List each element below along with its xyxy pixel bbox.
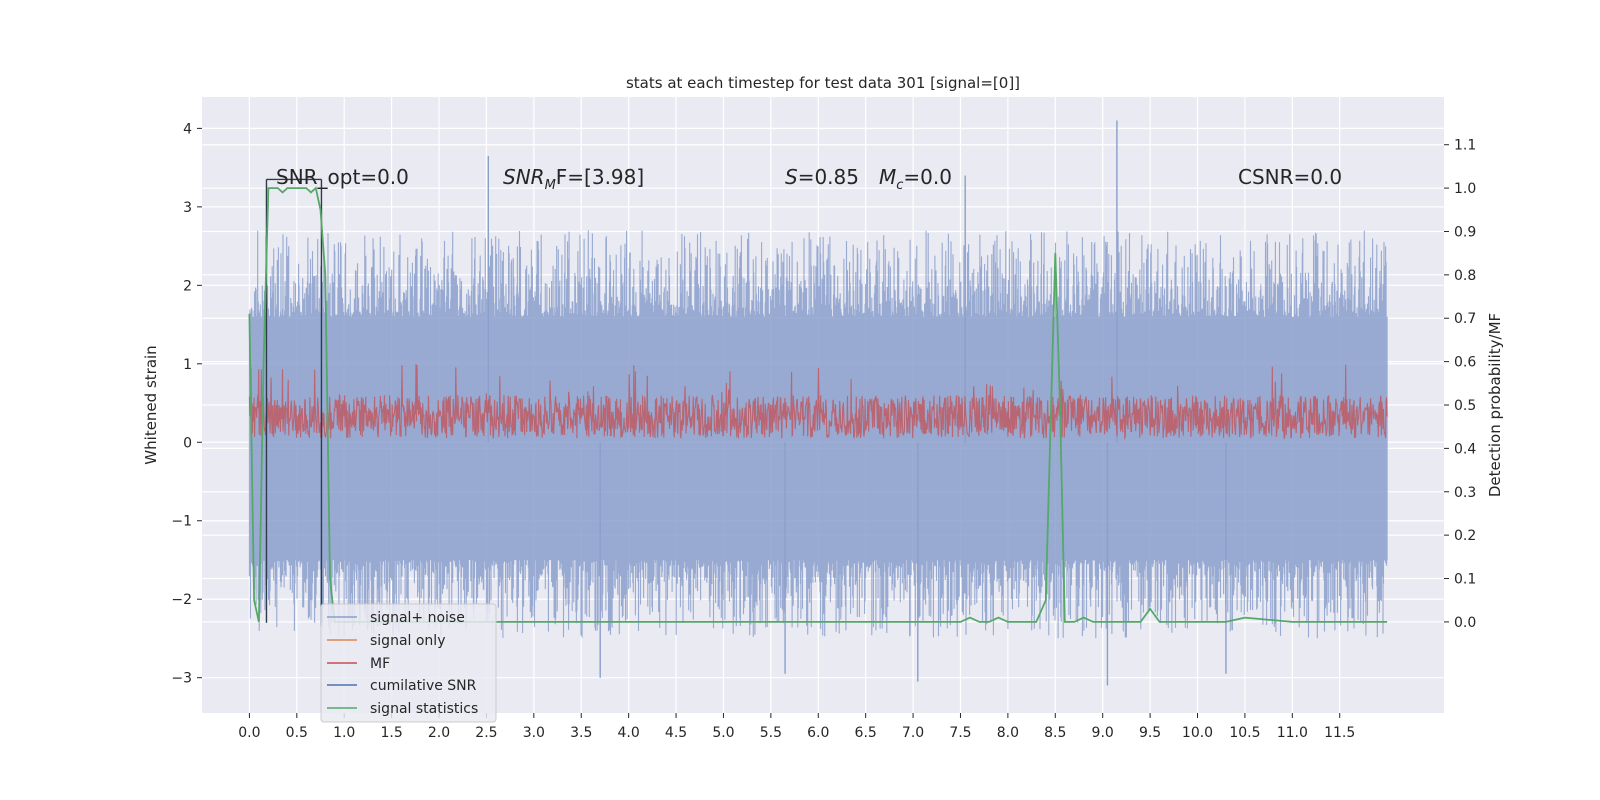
x-tick-label: 7.0 <box>902 725 924 741</box>
legend-label-mf: MF <box>370 656 390 672</box>
x-tick-label: 1.5 <box>380 725 402 741</box>
x-tick-label: 2.5 <box>475 725 497 741</box>
x-tick-label: 5.0 <box>712 725 734 741</box>
annotation-s: S=0.85 <box>785 165 859 189</box>
y2-tick-label: 0.6 <box>1454 355 1476 371</box>
annotation-mc-sym: M <box>879 165 896 189</box>
x-tick-label: 3.0 <box>523 725 545 741</box>
x-tick-label: 5.5 <box>760 725 782 741</box>
axes: 0.0 0.5 1.0 1.5 2.0 2.5 3.0 3.5 4.0 4.5 5.0 5.5 6.0 6… <box>171 121 1476 741</box>
annotation-snr-opt: SNR_opt=0.0 <box>276 165 409 189</box>
legend: signal+ noise signal only MF cumilative … <box>320 603 497 723</box>
series-signal-noise <box>248 230 1388 639</box>
y2-tick-label: 1.0 <box>1454 181 1476 197</box>
x-tick-label: 0.5 <box>286 725 308 741</box>
y2-tick-label: 0.0 <box>1454 615 1476 631</box>
legend-label-cumulative-snr: cumilative SNR <box>370 678 477 694</box>
legend-label-signal-noise: signal+ noise <box>370 610 465 626</box>
y2-tick-label: 1.1 <box>1454 138 1476 154</box>
y2-tick-label: 0.7 <box>1454 311 1476 327</box>
y2-tick-label: 0.1 <box>1454 572 1476 588</box>
y-tick-label: 4 <box>183 121 192 137</box>
y-axis-label: Whitened strain <box>142 345 160 464</box>
y2-tick-label: 0.3 <box>1454 485 1476 501</box>
x-tick-label: 8.5 <box>1044 725 1066 741</box>
x-tick-label: 6.5 <box>855 725 877 741</box>
x-tick-label: 1.0 <box>333 725 355 741</box>
y-tick-label: 0 <box>183 435 192 451</box>
y2-axis-label: Detection probability/MF <box>1486 313 1504 497</box>
annotation-s-sym: S <box>785 165 798 189</box>
y-tick-label: 1 <box>183 357 192 373</box>
annotation-snr-mf-sub: M <box>545 178 556 193</box>
annotation-snr-mf-main: SNR <box>503 165 545 189</box>
x-tick-label: 4.5 <box>665 725 687 741</box>
y-tick-label: 3 <box>183 200 192 216</box>
x-tick-label: 8.0 <box>997 725 1019 741</box>
legend-label-signal-only: signal only <box>370 633 445 649</box>
x-tick-label: 9.5 <box>1139 725 1161 741</box>
y2-tick-label: 0.2 <box>1454 528 1476 544</box>
annotation-csnr: CSNR=0.0 <box>1238 165 1342 189</box>
series-signal-statistics <box>248 186 1388 623</box>
x-tick-label: 2.0 <box>428 725 450 741</box>
y2-tick-label: 0.9 <box>1454 224 1476 240</box>
traces <box>248 120 1388 686</box>
chart-title: stats at each timestep for test data 301… <box>626 74 1020 92</box>
y-tick-label: −3 <box>171 671 192 687</box>
annotation-snr-mf: SNRMF=[3.98] <box>503 165 644 193</box>
annotation-mc-val: =0.0 <box>903 165 952 189</box>
y-tick-label: −1 <box>171 514 192 530</box>
x-tick-label: 10.0 <box>1182 725 1213 741</box>
annotation-s-val: =0.85 <box>798 165 859 189</box>
x-tick-label: 10.5 <box>1229 725 1260 741</box>
x-tick-label: 4.0 <box>618 725 640 741</box>
annotation-mc-sub: c <box>896 178 903 193</box>
x-tick-label: 9.0 <box>1092 725 1114 741</box>
legend-label-signal-statistics: signal statistics <box>370 701 478 717</box>
series-mf <box>248 364 1388 441</box>
x-tick-label: 11.5 <box>1324 725 1355 741</box>
x-tick-label: 0.0 <box>238 725 260 741</box>
y2-tick-label: 0.5 <box>1454 398 1476 414</box>
x-tick-label: 3.5 <box>570 725 592 741</box>
legend-box <box>320 603 497 723</box>
y2-tick-label: 0.4 <box>1454 441 1476 457</box>
y-tick-label: −2 <box>171 592 192 608</box>
annotation-snr-mf-tail: F=[3.98] <box>556 165 644 189</box>
y-tick-label: 2 <box>183 278 192 294</box>
x-tick-label: 7.5 <box>949 725 971 741</box>
y2-tick-label: 0.8 <box>1454 268 1476 284</box>
annotation-mc: Mc=0.0 <box>879 165 952 193</box>
x-tick-label: 11.0 <box>1277 725 1308 741</box>
x-tick-label: 6.0 <box>807 725 829 741</box>
